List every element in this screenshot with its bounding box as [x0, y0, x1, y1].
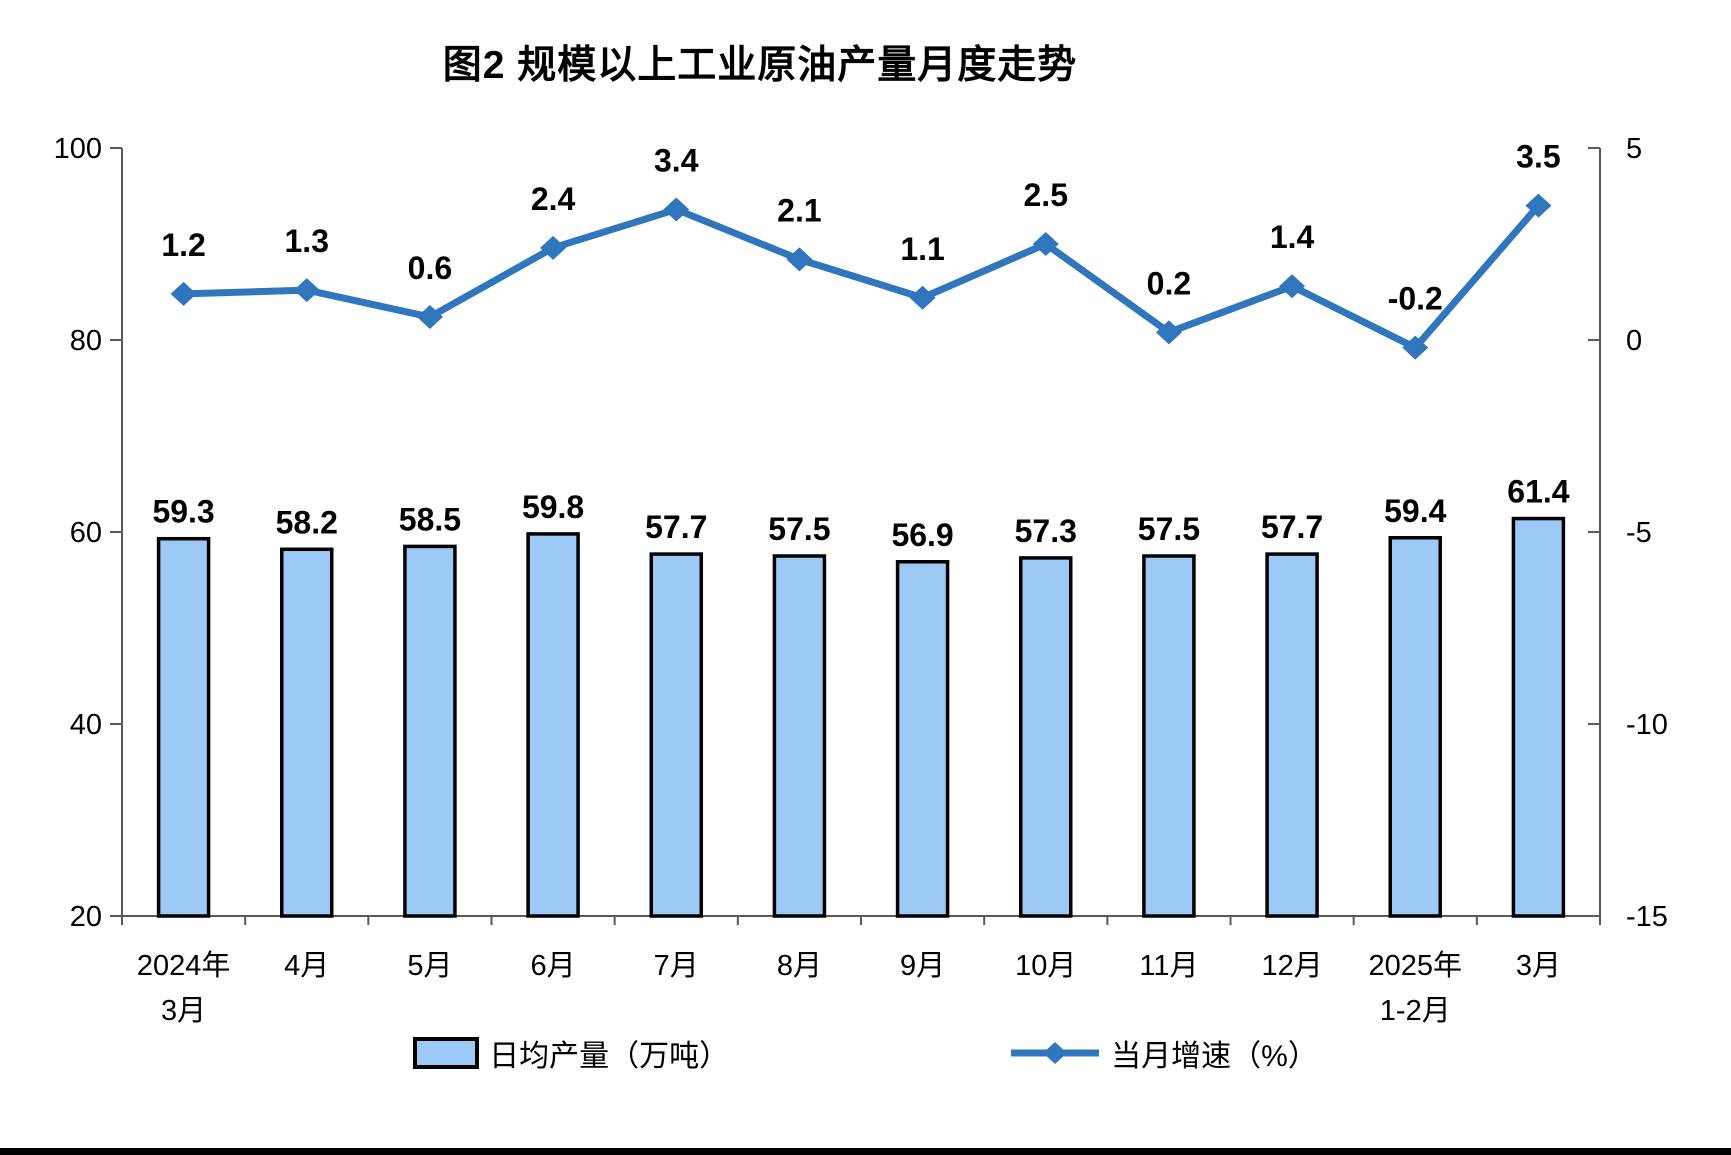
- bar: [649, 552, 703, 918]
- legend-line-swatch-icon: [1011, 1042, 1100, 1064]
- legend-item-line: 当月增速（%）: [1009, 1032, 1318, 1074]
- line-marker: [293, 278, 320, 303]
- bar-value-label: 56.9: [891, 517, 953, 553]
- bar-value-label: 57.5: [768, 511, 830, 547]
- right-axis-tick-label: 0: [1626, 325, 1642, 357]
- growth-line: [183, 203, 1542, 352]
- line-value-label: 3.4: [654, 142, 699, 178]
- bar: [280, 547, 334, 918]
- bar-value-label: 59.3: [152, 494, 214, 530]
- x-axis-category-label: 4月: [284, 950, 329, 982]
- line-value-label: 1.2: [161, 227, 205, 263]
- line-value-label: 2.5: [1024, 177, 1068, 213]
- bar: [1511, 516, 1566, 918]
- line-marker: [786, 247, 813, 272]
- bar: [403, 544, 457, 918]
- right-axis-tick-label: -10: [1626, 709, 1668, 741]
- left-axis-tick-label: 20: [70, 901, 102, 933]
- right-axis-tick-label: 5: [1626, 133, 1642, 165]
- line-value-label: 2.4: [531, 181, 576, 217]
- bar: [772, 554, 827, 918]
- line-marker: [909, 285, 936, 310]
- bar-value-label: 57.3: [1015, 513, 1077, 549]
- bar-value-label: 59.4: [1384, 493, 1446, 529]
- left-axis-tick-label: 40: [70, 709, 102, 741]
- bar-value-label: 61.4: [1507, 474, 1569, 510]
- left-axis-tick-label: 100: [54, 133, 102, 165]
- line-marker: [1525, 193, 1552, 218]
- x-axis-category-label: 9月: [900, 950, 945, 982]
- x-axis-category-label: 1-2月: [1380, 995, 1451, 1027]
- legend-item-bar: 日均产量（万吨）: [413, 1032, 729, 1074]
- line-value-label: 1.4: [1270, 219, 1315, 255]
- right-axis-tick-label: -15: [1626, 901, 1668, 933]
- x-axis-category-label: 3月: [1516, 950, 1561, 982]
- x-axis-category-label: 11月: [1139, 950, 1198, 982]
- legend: 日均产量（万吨） 当月增速（%）: [0, 1032, 1731, 1074]
- line-value-label: 3.5: [1516, 139, 1560, 175]
- bar-value-label: 57.7: [1261, 509, 1323, 545]
- line-value-label: 1.1: [900, 231, 944, 267]
- legend-bar-label: 日均产量（万吨）: [489, 1040, 730, 1073]
- x-axis-category-label: 6月: [531, 950, 576, 982]
- left-axis-tick-label: 60: [70, 517, 102, 549]
- bar: [1019, 556, 1073, 918]
- line-marker: [1155, 320, 1182, 345]
- bar-value-label: 58.2: [276, 504, 338, 540]
- chart-title: 图2 规模以上工业原油产量月度走势: [442, 44, 1078, 87]
- x-axis-category-label: 3月: [161, 995, 206, 1027]
- x-axis-category-label: 7月: [654, 950, 699, 982]
- bar: [1142, 554, 1196, 918]
- x-axis-category-label: 12月: [1261, 950, 1322, 982]
- x-axis-category-label: 8月: [777, 950, 822, 982]
- line-marker: [416, 304, 443, 329]
- right-axis-tick-label: -5: [1626, 517, 1652, 549]
- bar: [895, 560, 950, 918]
- bar: [156, 536, 211, 918]
- left-axis-tick-label: 80: [70, 325, 102, 357]
- bar-value-label: 57.5: [1138, 511, 1200, 547]
- x-axis-category-label: 5月: [407, 950, 452, 982]
- line-value-label: 0.2: [1147, 265, 1191, 301]
- legend-bar-swatch-icon: [413, 1037, 480, 1069]
- line-value-label: 1.3: [285, 223, 329, 259]
- bar: [1388, 536, 1442, 918]
- bar-value-label: 59.8: [522, 489, 584, 525]
- line-marker: [1402, 335, 1429, 360]
- bar-value-label: 57.7: [645, 509, 707, 545]
- line-value-label: -0.2: [1388, 281, 1443, 317]
- line-marker: [1032, 232, 1059, 256]
- x-axis-category-label: 2024年: [137, 949, 231, 982]
- x-axis-category-label: 10月: [1015, 950, 1076, 982]
- line-marker: [663, 197, 690, 222]
- legend-line-label: 当月增速（%）: [1111, 1040, 1318, 1073]
- bar: [1265, 552, 1319, 918]
- bar: [526, 532, 580, 918]
- line-marker: [170, 281, 197, 306]
- x-axis-category-label: 2025年: [1368, 949, 1462, 982]
- line-marker: [540, 235, 567, 260]
- bottom-border: [0, 1148, 1731, 1155]
- line-value-label: 0.6: [408, 250, 452, 286]
- bar-value-label: 58.5: [399, 501, 461, 537]
- line-value-label: 2.1: [777, 192, 821, 228]
- line-marker: [1279, 274, 1306, 299]
